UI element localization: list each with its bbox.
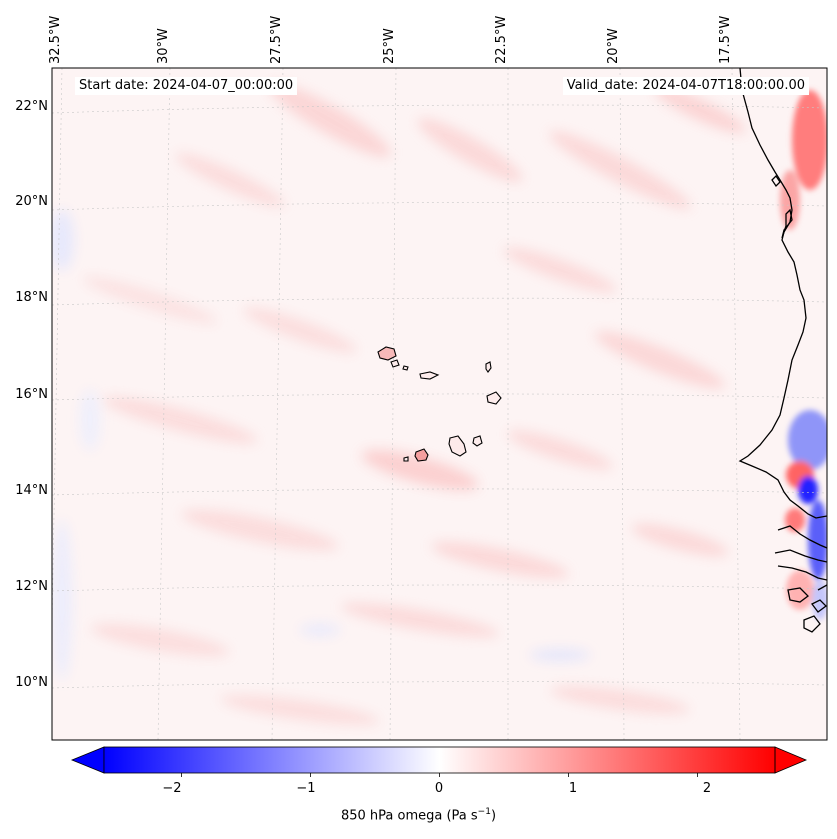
valid-date-label: Valid_date: 2024-04-07T18:00:00.00 xyxy=(562,77,809,95)
map-frame xyxy=(51,67,828,741)
colorbar-tick-label: 1 xyxy=(568,781,578,796)
lat-label-12n: 12°N xyxy=(15,579,48,594)
colorbar-extend-min xyxy=(70,746,105,774)
graticule xyxy=(52,68,827,740)
lat-label-14n: 14°N xyxy=(15,483,48,498)
start-date-label: Start date: 2024-04-07_00:00:00 xyxy=(75,77,298,95)
colorbar-tick-label: −2 xyxy=(162,781,182,796)
omega-field xyxy=(52,68,827,740)
lat-label-10n: 10°N xyxy=(15,675,48,690)
colorbar-tick-label: 2 xyxy=(702,781,712,796)
lat-label-16n: 16°N xyxy=(15,387,48,402)
colorbar xyxy=(70,746,808,777)
coastline xyxy=(738,68,827,633)
colorbar-tick-label: 0 xyxy=(434,781,444,796)
lat-label-20n: 20°N xyxy=(15,194,48,209)
lon-label-17-5w: 17.5°W xyxy=(718,15,733,64)
lon-label-30w: 30°W xyxy=(156,28,171,64)
cape-verde-islands xyxy=(377,346,502,462)
lat-label-18n: 18°N xyxy=(15,290,48,305)
lon-label-20w: 20°W xyxy=(606,28,621,64)
lon-label-22-5w: 22.5°W xyxy=(494,15,509,64)
lon-label-27-5w: 27.5°W xyxy=(269,15,284,64)
colorbar-tick-label: −1 xyxy=(296,781,316,796)
lat-label-22n: 22°N xyxy=(15,99,48,114)
colorbar-label: 850 hPa omega (Pa s−1) xyxy=(340,807,497,824)
colorbar-gradient xyxy=(104,747,775,773)
lon-label-32-5w: 32.5°W xyxy=(48,15,63,64)
lon-label-25w: 25°W xyxy=(382,28,397,64)
colorbar-extend-max xyxy=(774,746,808,774)
